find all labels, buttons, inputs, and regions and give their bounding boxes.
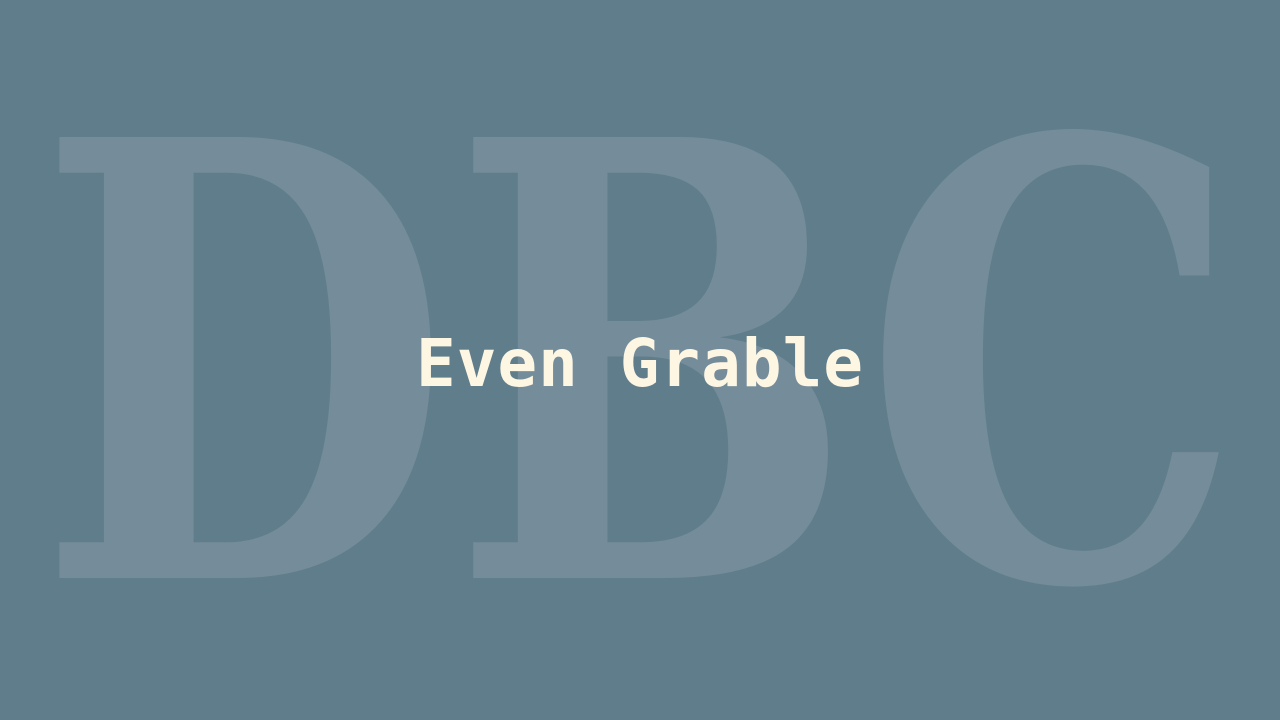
- page-title: Even Grable: [415, 325, 865, 402]
